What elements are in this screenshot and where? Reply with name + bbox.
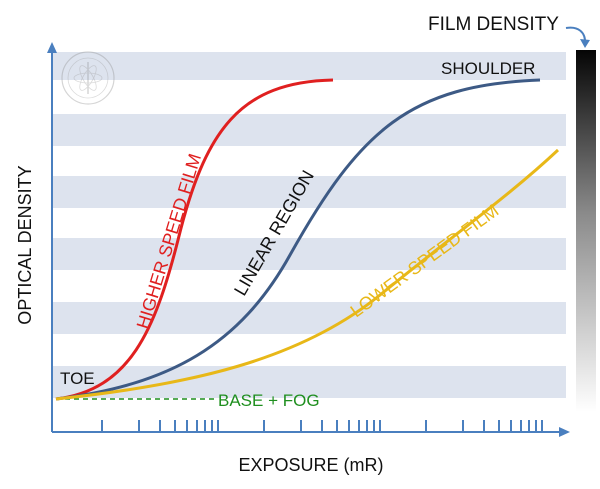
band [52, 238, 566, 270]
lower-speed-curve [55, 148, 560, 401]
toe-label: TOE [60, 369, 95, 388]
film-density-bar [576, 50, 596, 412]
axes [47, 42, 570, 437]
higher-speed-curve [55, 78, 334, 401]
shoulder-label: SHOULDER [441, 59, 535, 78]
watermark-seal-icon [61, 51, 115, 105]
band [52, 114, 566, 146]
band [52, 176, 566, 208]
x-axis-label: EXPOSURE (mR) [238, 455, 383, 475]
curved-arrow-head-icon [580, 39, 590, 48]
band [52, 302, 566, 334]
base-fog-label: BASE + FOG [218, 391, 320, 410]
linear-region-curve [55, 78, 541, 401]
x-axis-ticks [101, 420, 543, 432]
y-axis-arrow-icon [47, 42, 57, 53]
film-density-label: FILM DENSITY [428, 14, 559, 35]
band [52, 52, 566, 80]
y-axis-label: OPTICAL DENSITY [15, 165, 35, 324]
x-axis-arrow-icon [559, 427, 570, 437]
background-bands [52, 52, 566, 398]
